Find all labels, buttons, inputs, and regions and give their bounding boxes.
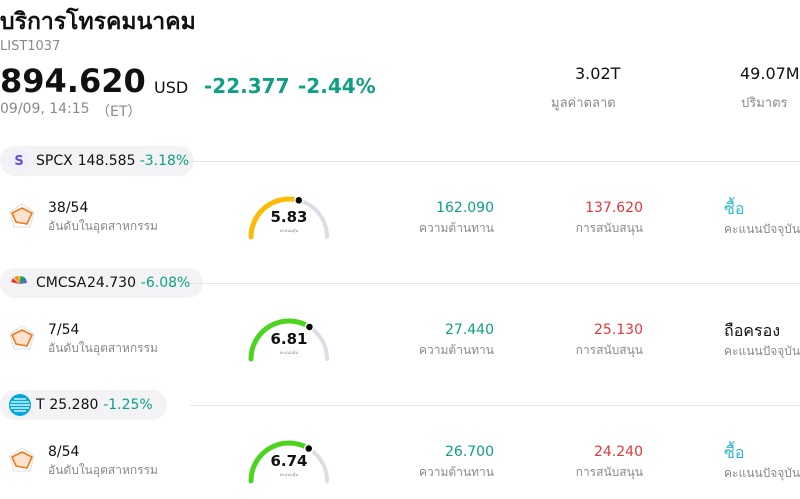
ticker: CMCSA bbox=[36, 275, 87, 291]
stat-label: มูลค่าตลาด bbox=[551, 96, 616, 111]
row-change: -3.18% bbox=[139, 153, 190, 169]
rating: ถือครอง bbox=[724, 321, 781, 340]
time: 09/09, 14:15 bbox=[0, 101, 90, 117]
title: บริการโทรคมนาคม bbox=[0, 9, 196, 35]
row-change: -1.25% bbox=[103, 397, 153, 413]
chip bbox=[0, 268, 203, 298]
row-price: 25.280 bbox=[49, 397, 99, 413]
resistance-label: ความต้านทาน bbox=[419, 343, 494, 357]
support: 137.620 bbox=[585, 200, 643, 216]
ticker: T bbox=[36, 397, 45, 413]
row-change: -6.08% bbox=[140, 275, 191, 291]
tz: （ET） bbox=[96, 104, 142, 120]
rating: ซื้อ bbox=[724, 199, 745, 218]
score-label: คะแนนหุ้น bbox=[279, 472, 299, 477]
support: 24.240 bbox=[594, 444, 643, 460]
rank-icon bbox=[8, 324, 36, 356]
currency: USD bbox=[154, 78, 189, 97]
rank-label: อันดับในอุตสาหกรรม bbox=[48, 219, 158, 233]
gauge-arc bbox=[248, 440, 312, 484]
change-pct: -2.44% bbox=[298, 74, 376, 98]
ticker-icon bbox=[8, 271, 30, 297]
price: 894.620 bbox=[0, 62, 146, 100]
rank: 8/54 bbox=[48, 444, 80, 460]
row-price: 24.730 bbox=[87, 275, 136, 291]
gauge bbox=[244, 314, 334, 368]
support-label: การสนับสนุน bbox=[575, 343, 643, 357]
gauge-arc bbox=[248, 196, 302, 240]
divider bbox=[190, 161, 800, 162]
stat-label: ปริมาตร bbox=[741, 96, 788, 111]
change: -22.377 bbox=[204, 74, 290, 98]
chip bbox=[0, 146, 194, 176]
stat-value: 49.07M bbox=[740, 64, 800, 83]
rank-icon bbox=[8, 202, 36, 234]
rank-label: อันดับในอุตสาหกรรม bbox=[48, 341, 158, 355]
rating: ซื้อ bbox=[724, 443, 745, 462]
rating-label: คะแนนปัจจุบัน bbox=[724, 344, 800, 358]
resistance-label: ความต้านทาน bbox=[419, 221, 494, 235]
divider bbox=[190, 405, 800, 406]
score-label: คะแนนหุ้น bbox=[279, 350, 299, 355]
rating-label: คะแนนปัจจุบัน bbox=[724, 222, 800, 236]
support-label: การสนับสนุน bbox=[575, 221, 643, 235]
ticker-icon: S bbox=[8, 149, 30, 175]
rank: 38/54 bbox=[48, 200, 89, 216]
stat-value: 3.02T bbox=[575, 64, 621, 83]
rank-icon bbox=[8, 446, 36, 478]
row-price: 148.585 bbox=[77, 153, 136, 169]
score: 5.83 bbox=[270, 208, 308, 226]
resistance: 26.700 bbox=[445, 444, 494, 460]
svg-text:S: S bbox=[14, 154, 23, 169]
gauge bbox=[244, 436, 334, 490]
resistance-label: ความต้านทาน bbox=[419, 465, 494, 479]
support: 25.130 bbox=[594, 322, 643, 338]
resistance: 162.090 bbox=[436, 200, 494, 216]
rating-label: คะแนนปัจจุบัน bbox=[724, 466, 800, 480]
divider bbox=[190, 283, 800, 284]
resistance: 27.440 bbox=[445, 322, 494, 338]
ticker-icon bbox=[8, 393, 32, 421]
gauge-arc bbox=[248, 318, 312, 362]
score: 6.74 bbox=[270, 452, 308, 470]
score: 6.81 bbox=[270, 330, 308, 348]
gauge bbox=[244, 192, 334, 246]
score-label: คะแนนหุ้น bbox=[279, 228, 299, 233]
ticker: SPCX bbox=[36, 153, 73, 169]
rank-label: อันดับในอุตสาหกรรม bbox=[48, 463, 158, 477]
support-label: การสนับสนุน bbox=[575, 465, 643, 479]
code: LIST1037 bbox=[0, 39, 61, 54]
rank: 7/54 bbox=[48, 322, 80, 338]
